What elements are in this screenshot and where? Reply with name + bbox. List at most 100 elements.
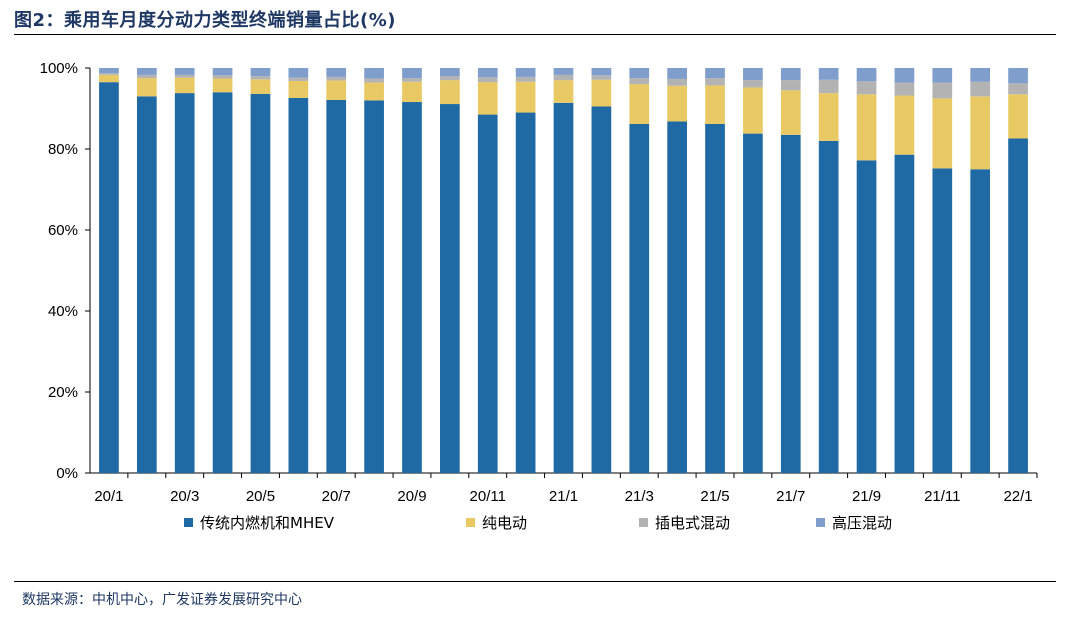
bar-segment-4 [932,68,953,83]
chart-title: 图2：乘用车月度分动力类型终端销量占比(%) [14,10,397,31]
x-tick-label: 20/9 [397,488,426,505]
legend-label: 高压混动 [832,514,892,532]
bar-segment-4 [477,68,498,78]
x-tick-label: 21/9 [852,488,881,505]
bar-segment-3 [326,76,347,81]
bar-segment-3 [818,79,839,94]
source-note: 数据来源：中机中心，广发证券发展研究中心 [22,592,302,608]
bar-segment-1 [629,123,650,473]
bar-segment-3 [477,77,498,83]
bar-segment-3 [212,75,233,79]
bar-segment-1 [553,102,574,473]
bar-segment-3 [856,81,877,95]
bar-segment-3 [250,76,271,80]
bar-segment-1 [667,121,687,474]
bar-segment-2 [174,77,195,94]
bar-segment-2 [970,96,991,170]
y-tick-label: 40% [48,303,78,320]
bar-segment-3 [743,80,763,88]
bar-segment-3 [364,78,384,83]
bar-segment-4 [515,68,536,77]
bar-segment-2 [1008,94,1028,139]
bar-segment-4 [856,68,877,82]
x-tick-label: 20/3 [170,488,199,505]
bar-segment-3 [99,73,119,75]
bar-segment-1 [591,106,612,473]
bar-segment-1 [818,140,839,473]
bar-segment-1 [780,134,801,473]
x-tick-label: 22/1 [1003,488,1032,505]
bar-segment-1 [477,114,498,473]
bar-segment-3 [440,76,460,81]
bar-segment-2 [818,93,839,141]
bar-segment-4 [970,68,991,82]
bar-segment-1 [326,99,347,474]
bar-segment-4 [174,68,195,75]
bar-segment-2 [477,82,498,115]
bar-segment-4 [667,68,687,79]
x-tick-label: 21/5 [700,488,729,505]
bar-segment-2 [364,82,384,101]
legend-swatch [816,518,825,527]
bar-segment-4 [440,68,460,77]
x-tick-label: 21/1 [549,488,578,505]
y-tick-label: 100% [40,60,78,77]
bar-segment-2 [743,87,763,134]
bar-segment-3 [780,80,801,91]
bar-segment-4 [743,68,763,81]
stacked-bar-chart: 0% 20% 40% 60% 80% 100% 20/1 20/3 20/5 20/7 20/9 20… [40,60,1038,532]
bar-segment-4 [591,68,612,76]
bar-segment-3 [970,81,991,97]
bar-segment-3 [136,74,157,79]
bar-segment-1 [894,154,915,474]
bar-segment-3 [1008,83,1028,95]
bar-segment-4 [250,68,271,77]
bar-segment-4 [326,68,347,77]
bar-segment-1 [250,93,271,474]
title-rule [14,34,1056,35]
bar-segment-4 [136,68,157,75]
y-tick-label: 20% [48,384,78,401]
bar-segment-3 [174,74,195,78]
bar-segment-3 [932,82,953,99]
source-rule [14,581,1056,582]
bar-segment-4 [288,68,309,78]
bar-segment-4 [212,68,233,76]
bar-segment-3 [705,78,725,86]
bar-segment-1 [856,160,877,473]
bar-segment-2 [288,80,309,98]
bar-segment-4 [705,68,725,79]
bar-segment-1 [705,123,725,473]
x-tick-label: 20/1 [94,488,123,505]
bar-segment-3 [402,78,422,82]
legend-label: 插电式混动 [655,514,730,532]
bar-segment-2 [553,80,574,103]
bar-segment-2 [705,85,725,124]
bar-segment-3 [894,82,915,96]
bar-segment-2 [250,79,271,94]
bar-segment-4 [629,68,650,79]
bar-segment-1 [402,102,422,474]
bar-segment-3 [515,76,536,82]
legend-label: 传统内燃机和MHEV [200,514,335,532]
bar-segment-1 [515,112,536,474]
bar-segment-1 [440,104,460,474]
bar-segment-2 [629,84,650,124]
bar-segment-2 [591,79,612,107]
x-tick-label: 20/11 [470,488,506,505]
bar-segment-3 [629,78,650,85]
bar-segment-1 [364,100,384,474]
bar-segment-1 [932,168,953,473]
bar-segment-2 [99,74,119,83]
bar-segment-2 [667,85,687,122]
legend-swatch [639,518,648,527]
bar-segment-1 [1008,138,1028,473]
y-tick-label: 80% [48,141,78,158]
bar-segment-4 [818,68,839,80]
bar-segment-4 [99,68,119,74]
bar-segment-4 [894,68,915,83]
legend-swatch [466,518,475,527]
bar-segment-3 [288,77,309,81]
y-tick-label: 0% [56,465,78,482]
bar-segment-1 [99,82,119,474]
